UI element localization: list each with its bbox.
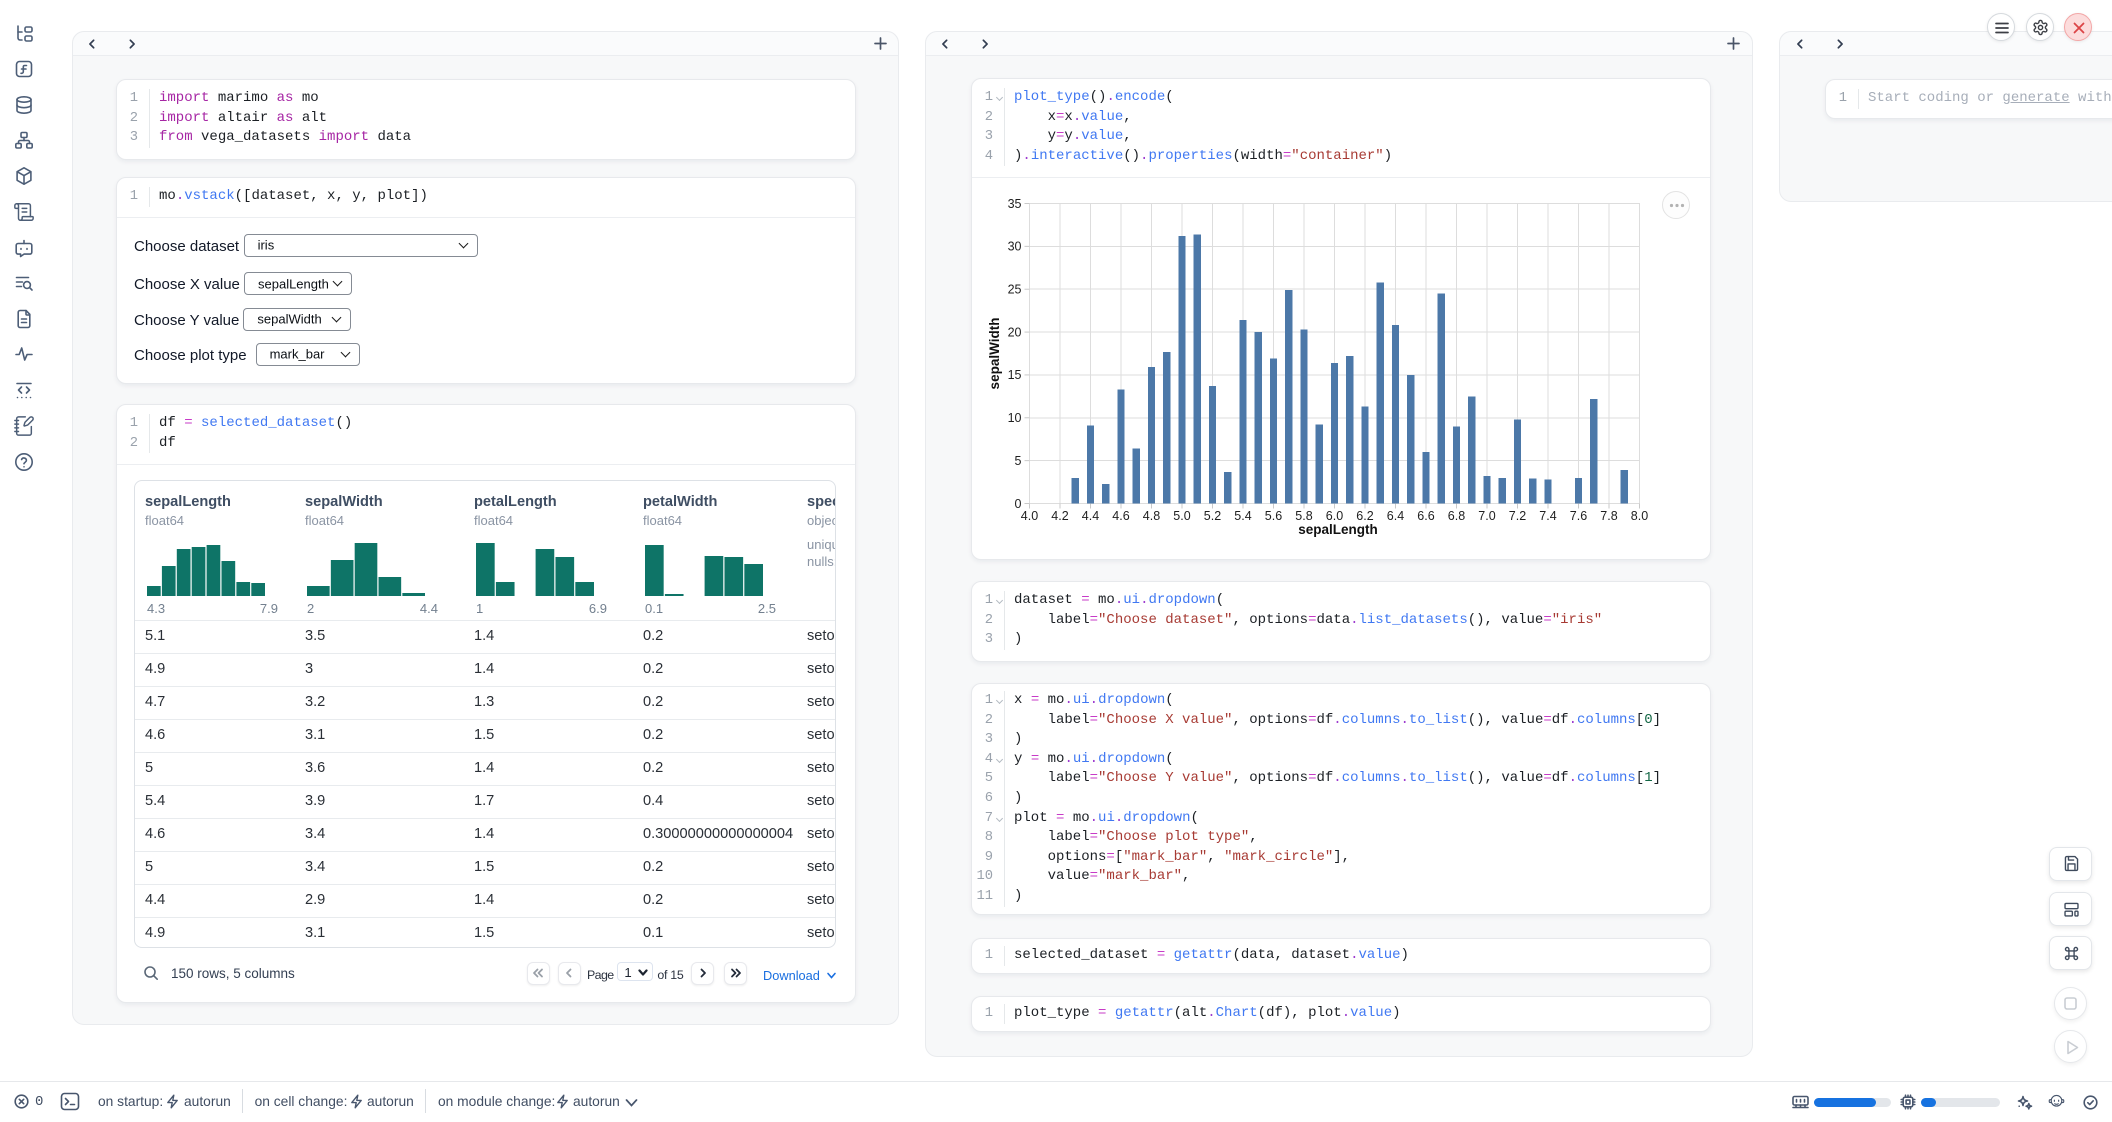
svg-text:10: 10	[1008, 411, 1022, 425]
svg-text:30: 30	[1008, 240, 1022, 254]
svg-text:4.6: 4.6	[1112, 509, 1129, 523]
svg-text:4.0: 4.0	[1021, 509, 1038, 523]
svg-text:5: 5	[1015, 454, 1022, 468]
svg-text:25: 25	[1008, 283, 1022, 297]
svg-text:35: 35	[1008, 197, 1022, 211]
svg-text:5.6: 5.6	[1265, 509, 1282, 523]
svg-text:8.0: 8.0	[1631, 509, 1648, 523]
svg-text:15: 15	[1008, 368, 1022, 382]
svg-text:6.2: 6.2	[1356, 509, 1373, 523]
svg-text:4.4: 4.4	[1082, 509, 1099, 523]
svg-text:sepalLength: sepalLength	[1298, 522, 1378, 537]
svg-text:4.8: 4.8	[1143, 509, 1160, 523]
svg-text:6.4: 6.4	[1387, 509, 1404, 523]
svg-text:7.4: 7.4	[1539, 509, 1556, 523]
svg-text:0: 0	[1015, 497, 1022, 511]
svg-text:5.4: 5.4	[1234, 509, 1251, 523]
svg-text:5.8: 5.8	[1295, 509, 1312, 523]
svg-text:6.8: 6.8	[1448, 509, 1465, 523]
svg-text:5.2: 5.2	[1204, 509, 1221, 523]
svg-text:4.2: 4.2	[1051, 509, 1068, 523]
svg-text:20: 20	[1008, 325, 1022, 339]
svg-text:7.2: 7.2	[1509, 509, 1526, 523]
svg-text:5.0: 5.0	[1173, 509, 1190, 523]
svg-text:6.6: 6.6	[1417, 509, 1434, 523]
svg-text:7.6: 7.6	[1570, 509, 1587, 523]
svg-text:sepalWidth: sepalWidth	[987, 318, 1002, 390]
svg-text:7.0: 7.0	[1478, 509, 1495, 523]
svg-text:7.8: 7.8	[1600, 509, 1617, 523]
svg-text:6.0: 6.0	[1326, 509, 1343, 523]
